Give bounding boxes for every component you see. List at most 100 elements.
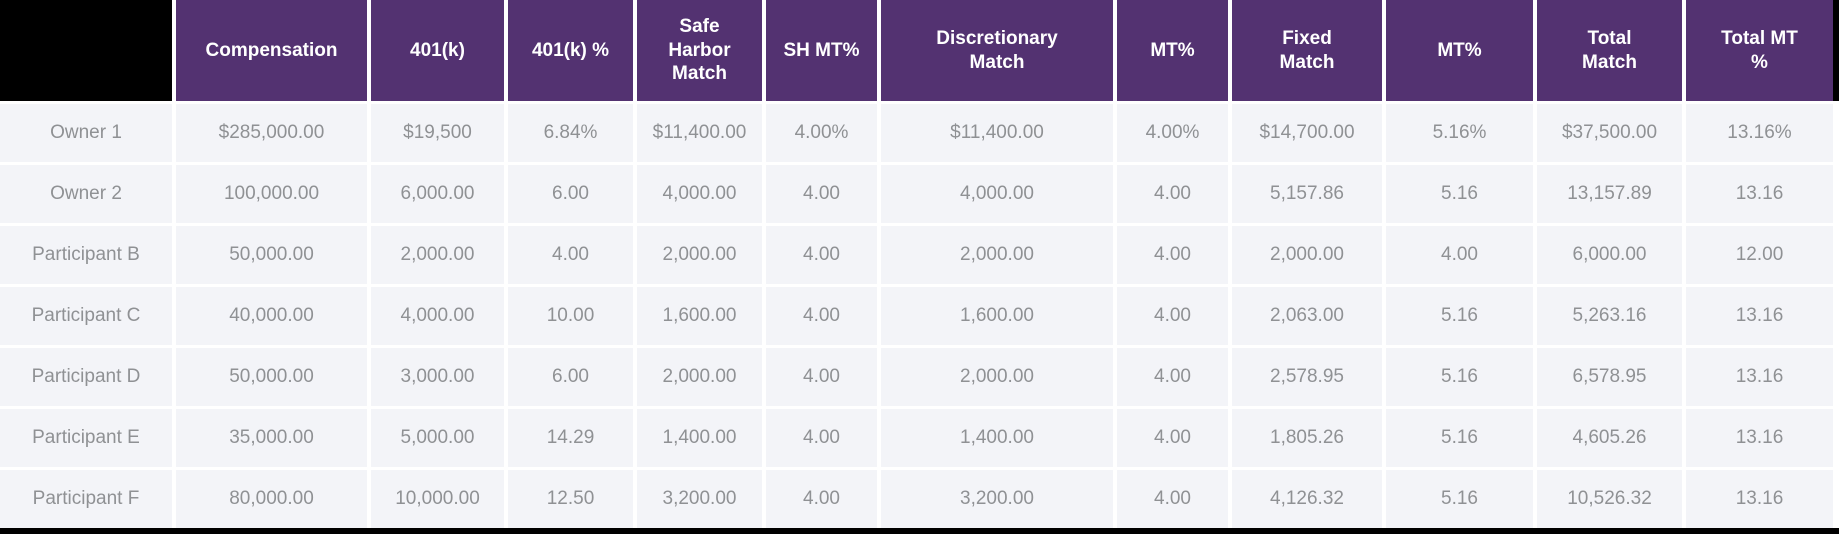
- table-cell: 4.00: [766, 409, 877, 467]
- table-cell: $19,500: [371, 104, 504, 162]
- column-header-compensation: Compensation: [176, 0, 367, 101]
- table-cell: 4.00: [766, 165, 877, 223]
- column-header-401k: 401(k): [371, 0, 504, 101]
- table-cell: 6,578.95: [1537, 348, 1682, 406]
- table-cell: 40,000.00: [176, 287, 367, 345]
- row-label-participant-b: Participant B: [0, 226, 172, 284]
- table-cell: 14.29: [508, 409, 633, 467]
- table-cell: 4.00: [1386, 226, 1533, 284]
- table-cell: 2,578.95: [1232, 348, 1382, 406]
- table-cell: 13.16: [1686, 348, 1833, 406]
- table-cell: 5.16: [1386, 470, 1533, 528]
- table-cell: 4,000.00: [637, 165, 762, 223]
- table-cell: 2,000.00: [637, 348, 762, 406]
- bottom-border: [0, 528, 1839, 534]
- table-cell: 3,000.00: [371, 348, 504, 406]
- table-cell: 6.00: [508, 165, 633, 223]
- table-cell: 2,000.00: [371, 226, 504, 284]
- table-cell: 2,000.00: [637, 226, 762, 284]
- table-cell: 6.84%: [508, 104, 633, 162]
- table-cell: 4.00: [766, 287, 877, 345]
- table-cell: 4.00: [1117, 226, 1228, 284]
- table-cell: $11,400.00: [637, 104, 762, 162]
- table-cell: 5.16: [1386, 165, 1533, 223]
- table-cell: 10.00: [508, 287, 633, 345]
- table-cell: 1,805.26: [1232, 409, 1382, 467]
- table-cell: 100,000.00: [176, 165, 367, 223]
- column-header-discretionary-match: Discretionary Match: [881, 0, 1113, 101]
- table-cell: 50,000.00: [176, 348, 367, 406]
- table-cell: 4.00: [766, 348, 877, 406]
- table-cell: 3,200.00: [881, 470, 1113, 528]
- table-cell: 5.16: [1386, 348, 1533, 406]
- table-cell: 5,157.86: [1232, 165, 1382, 223]
- table-cell: 80,000.00: [176, 470, 367, 528]
- table-cell: 5,263.16: [1537, 287, 1682, 345]
- table-cell: 4.00: [766, 226, 877, 284]
- table-cell: 5.16: [1386, 409, 1533, 467]
- table-cell: 4.00: [1117, 470, 1228, 528]
- table-cell: 1,400.00: [637, 409, 762, 467]
- row-label-owner-1: Owner 1: [0, 104, 172, 162]
- table-cell: 4.00: [508, 226, 633, 284]
- table-cell: 3,200.00: [637, 470, 762, 528]
- table-cell: 4,605.26: [1537, 409, 1682, 467]
- table-cell: 10,526.32: [1537, 470, 1682, 528]
- table-cell: 12.50: [508, 470, 633, 528]
- row-label-owner-2: Owner 2: [0, 165, 172, 223]
- corner-cell: [0, 0, 172, 101]
- column-header-sh-mt-pct: SH MT%: [766, 0, 877, 101]
- table-cell: 4.00: [1117, 348, 1228, 406]
- table-cell: 13.16%: [1686, 104, 1833, 162]
- table-cell: 6,000.00: [1537, 226, 1682, 284]
- header-right-border: [1833, 0, 1839, 101]
- table-cell: $285,000.00: [176, 104, 367, 162]
- column-header-safe-harbor-match: Safe Harbor Match: [637, 0, 762, 101]
- table-cell: 5.16: [1386, 287, 1533, 345]
- table-cell: 13.16: [1686, 287, 1833, 345]
- table-cell: 12.00: [1686, 226, 1833, 284]
- table-cell: 4.00: [1117, 287, 1228, 345]
- table-cell: 5,000.00: [371, 409, 504, 467]
- column-header-total-match: Total Match: [1537, 0, 1682, 101]
- column-header-total-mt-pct: Total MT %: [1686, 0, 1833, 101]
- table-cell: 13,157.89: [1537, 165, 1682, 223]
- table-cell: 2,000.00: [881, 348, 1113, 406]
- column-header-mt-pct-discretionary: MT%: [1117, 0, 1228, 101]
- table-cell: 6,000.00: [371, 165, 504, 223]
- table-cell: 35,000.00: [176, 409, 367, 467]
- table-cell: 4,000.00: [371, 287, 504, 345]
- table-cell: 4,000.00: [881, 165, 1113, 223]
- row-label-participant-f: Participant F: [0, 470, 172, 528]
- column-header-mt-pct-fixed: MT%: [1386, 0, 1533, 101]
- table-cell: 13.16: [1686, 409, 1833, 467]
- table-cell: 1,600.00: [881, 287, 1113, 345]
- table-cell: 2,000.00: [1232, 226, 1382, 284]
- table-cell: 1,600.00: [637, 287, 762, 345]
- table-cell: 50,000.00: [176, 226, 367, 284]
- row-label-participant-d: Participant D: [0, 348, 172, 406]
- table-cell: 6.00: [508, 348, 633, 406]
- table-cell: 4.00: [766, 470, 877, 528]
- table-cell: 2,000.00: [881, 226, 1113, 284]
- table-cell: 4.00: [1117, 409, 1228, 467]
- table-cell: 13.16: [1686, 470, 1833, 528]
- table-cell: 13.16: [1686, 165, 1833, 223]
- row-label-participant-e: Participant E: [0, 409, 172, 467]
- column-header-401k-pct: 401(k) %: [508, 0, 633, 101]
- table-cell: 4,126.32: [1232, 470, 1382, 528]
- row-label-participant-c: Participant C: [0, 287, 172, 345]
- column-header-fixed-match: Fixed Match: [1232, 0, 1382, 101]
- table-cell: $37,500.00: [1537, 104, 1682, 162]
- table-cell: 4.00: [1117, 165, 1228, 223]
- table-cell: 1,400.00: [881, 409, 1113, 467]
- table-cell: 10,000.00: [371, 470, 504, 528]
- table-cell: 2,063.00: [1232, 287, 1382, 345]
- table-cell: 4.00%: [1117, 104, 1228, 162]
- table-cell: 5.16%: [1386, 104, 1533, 162]
- table-cell: $11,400.00: [881, 104, 1113, 162]
- table-cell: 4.00%: [766, 104, 877, 162]
- table-cell: $14,700.00: [1232, 104, 1382, 162]
